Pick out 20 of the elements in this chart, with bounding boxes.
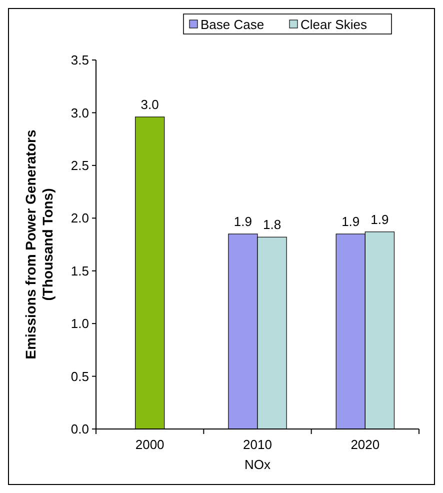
y-tick-label: 1.5 (70, 263, 89, 278)
x-tick-label: 2010 (243, 437, 272, 452)
y-tick-label: 3.5 (70, 52, 89, 68)
x-tick-label: 2000 (135, 437, 164, 452)
data-label: 1.9 (342, 214, 360, 229)
y-tick-label: 3.0 (70, 105, 89, 120)
legend-label: Base Case (200, 17, 264, 32)
legend-label: Clear Skies (300, 17, 368, 32)
data-label: 3.0 (140, 96, 159, 112)
y-tick-label: 2.0 (70, 210, 89, 226)
data-label: 1.9 (370, 212, 389, 227)
y-axis-title: Emissions from Power Generators (Thousand Tons) (22, 130, 56, 360)
y-tick-label: 2.5 (70, 158, 89, 173)
data-label: 1.9 (234, 214, 252, 229)
x-axis-title: NOx (244, 457, 271, 472)
data-label: 1.8 (262, 217, 282, 232)
y-tick-label: 0.0 (70, 422, 89, 437)
y-tick-label: 1.0 (70, 316, 89, 332)
y-tick-label: 0.5 (70, 368, 89, 384)
x-tick-label: 2020 (350, 437, 380, 452)
